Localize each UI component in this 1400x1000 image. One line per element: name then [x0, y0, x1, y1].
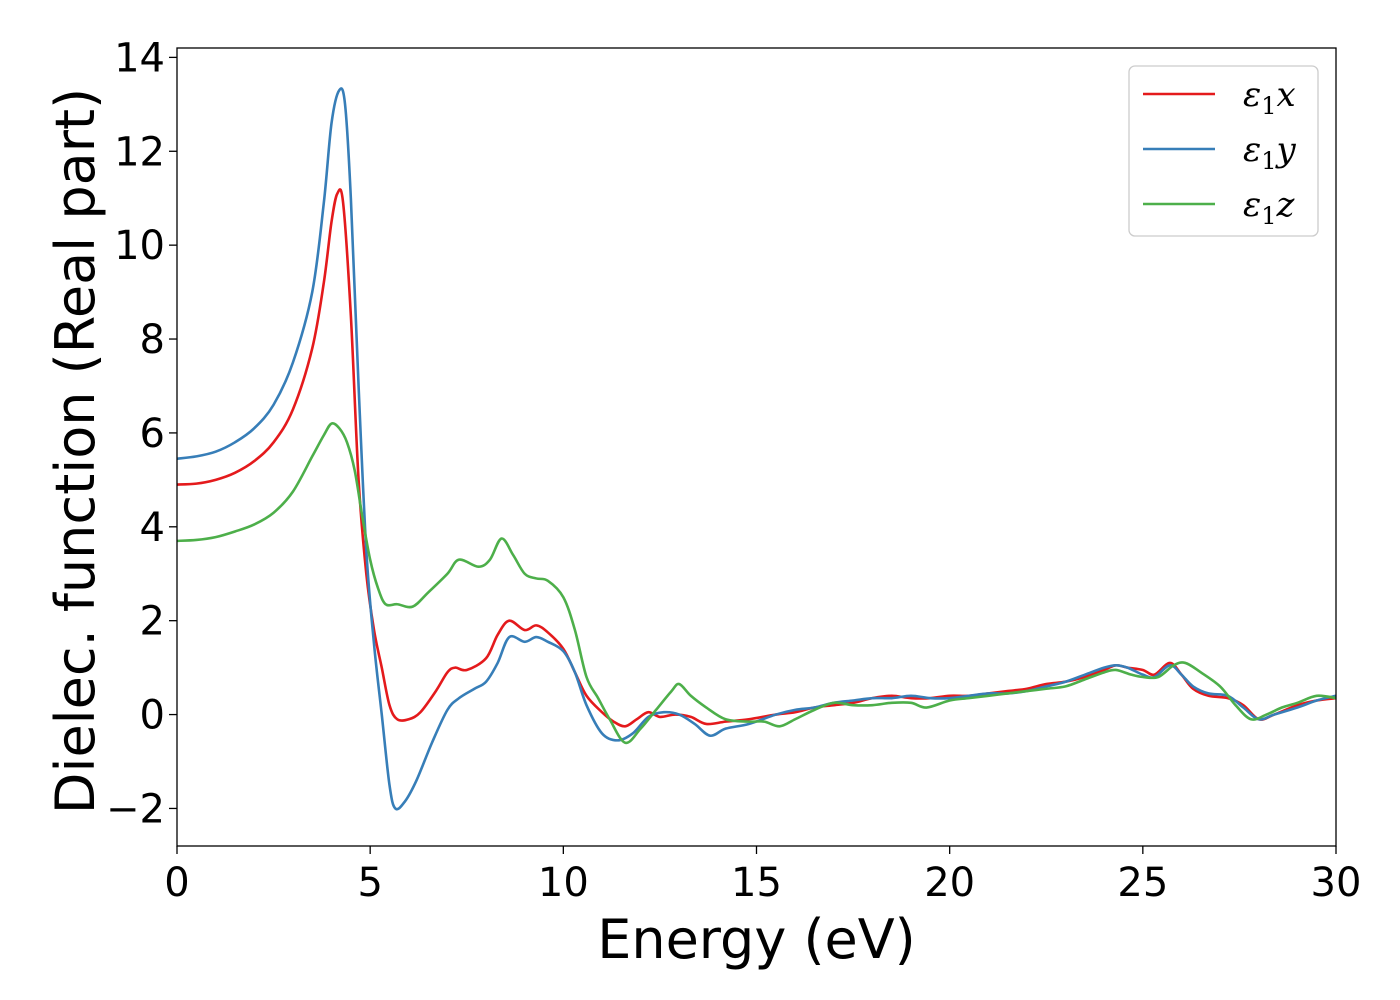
legend-label-x: ε1x: [1243, 75, 1296, 120]
x-tick-label: 10: [538, 860, 589, 906]
x-tick-label: 30: [1311, 860, 1362, 906]
legend-label-z: ε1z: [1243, 185, 1296, 230]
y-tick-label: 4: [140, 505, 165, 551]
legend: ε1x ε1y ε1z: [1128, 65, 1319, 237]
y-tick-label: 14: [114, 35, 165, 81]
legend-box: [1128, 65, 1319, 237]
y-tick-label: 12: [114, 129, 165, 175]
series-line-y: [177, 87, 1336, 811]
y-tick-label: 10: [114, 223, 165, 269]
legend-label-y: ε1y: [1243, 130, 1297, 175]
y-tick-label: −2: [106, 786, 165, 832]
x-tick-label: 25: [1117, 860, 1168, 906]
series-line-z: [177, 421, 1336, 745]
y-axis-title: Dielec. function (Real part): [44, 88, 107, 814]
x-tick-label: 5: [357, 860, 382, 906]
ticks-layer: 0 5 10 15 20 25 30 −2 0 2 4 6 8 10 12 14: [106, 35, 1361, 906]
x-tick-label: 20: [924, 860, 975, 906]
y-tick-label: 8: [140, 317, 165, 363]
x-tick-label: 15: [731, 860, 782, 906]
series-layer: [177, 87, 1336, 811]
y-tick-label: 0: [140, 693, 165, 739]
x-tick-label: 0: [164, 860, 189, 906]
y-tick-label: 6: [140, 411, 165, 457]
x-axis-title: Energy (eV): [597, 908, 916, 971]
y-tick-label: 2: [140, 599, 165, 645]
